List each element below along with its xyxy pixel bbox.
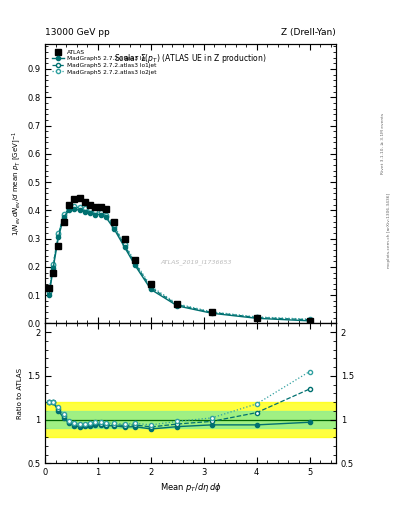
MadGraph5 2.7.2.atlas3 lo1jet [67, 205, 72, 211]
Text: Rivet 3.1.10, ≥ 3.1M events: Rivet 3.1.10, ≥ 3.1M events [381, 113, 385, 174]
MadGraph5 2.7.2.atlas3 lo [175, 303, 180, 309]
MadGraph5 2.7.2.atlas3 lo [61, 215, 66, 221]
MadGraph5 2.7.2.atlas3 lo [72, 206, 77, 212]
ATLAS [83, 199, 87, 205]
MadGraph5 2.7.2.atlas3 lo [88, 210, 92, 216]
MadGraph5 2.7.2.atlas3 lo [112, 226, 116, 232]
ATLAS [112, 219, 116, 225]
MadGraph5 2.7.2.atlas3 lo2jet [98, 209, 103, 215]
X-axis label: Mean $p_T/d\eta\,d\phi$: Mean $p_T/d\eta\,d\phi$ [160, 481, 222, 495]
MadGraph5 2.7.2.atlas3 lo2jet [77, 204, 82, 210]
MadGraph5 2.7.2.atlas3 lo [93, 211, 98, 218]
MadGraph5 2.7.2.atlas3 lo2jet [88, 206, 92, 212]
MadGraph5 2.7.2.atlas3 lo1jet [77, 205, 82, 211]
MadGraph5 2.7.2.atlas3 lo1jet [88, 208, 92, 214]
MadGraph5 2.7.2.atlas3 lo2jet [149, 283, 153, 289]
Text: Z (Drell-Yan): Z (Drell-Yan) [281, 28, 336, 37]
MadGraph5 2.7.2.atlas3 lo1jet [93, 209, 98, 216]
MadGraph5 2.7.2.atlas3 lo [83, 209, 87, 215]
ATLAS [98, 204, 103, 210]
MadGraph5 2.7.2.atlas3 lo [98, 211, 103, 218]
Text: ATLAS_2019_I1736653: ATLAS_2019_I1736653 [161, 259, 232, 265]
Legend: ATLAS, MadGraph5 2.7.2.atlas3 lo, MadGraph5 2.7.2.atlas3 lo1jet, MadGraph5 2.7.2: ATLAS, MadGraph5 2.7.2.atlas3 lo, MadGra… [49, 48, 159, 77]
ATLAS [77, 195, 82, 201]
ATLAS [122, 236, 127, 242]
ATLAS [72, 196, 77, 202]
ATLAS [133, 257, 138, 263]
MadGraph5 2.7.2.atlas3 lo1jet [83, 206, 87, 212]
MadGraph5 2.7.2.atlas3 lo2jet [307, 316, 312, 322]
MadGraph5 2.7.2.atlas3 lo2jet [51, 261, 55, 267]
MadGraph5 2.7.2.atlas3 lo2jet [122, 241, 127, 247]
MadGraph5 2.7.2.atlas3 lo2jet [83, 205, 87, 211]
Text: 13000 GeV pp: 13000 GeV pp [45, 28, 110, 37]
MadGraph5 2.7.2.atlas3 lo2jet [56, 230, 61, 236]
ATLAS [67, 202, 72, 208]
MadGraph5 2.7.2.atlas3 lo1jet [175, 302, 180, 308]
ATLAS [93, 204, 98, 210]
MadGraph5 2.7.2.atlas3 lo2jet [175, 301, 180, 307]
ATLAS [104, 206, 108, 212]
ATLAS [307, 317, 312, 324]
Y-axis label: Ratio to ATLAS: Ratio to ATLAS [17, 368, 23, 419]
MadGraph5 2.7.2.atlas3 lo1jet [61, 212, 66, 219]
ATLAS [175, 301, 180, 307]
MadGraph5 2.7.2.atlas3 lo1jet [254, 314, 259, 321]
MadGraph5 2.7.2.atlas3 lo [47, 292, 51, 298]
MadGraph5 2.7.2.atlas3 lo1jet [307, 316, 312, 323]
MadGraph5 2.7.2.atlas3 lo [149, 286, 153, 292]
MadGraph5 2.7.2.atlas3 lo1jet [56, 231, 61, 238]
MadGraph5 2.7.2.atlas3 lo1jet [72, 204, 77, 210]
Line: MadGraph5 2.7.2.atlas3 lo1jet: MadGraph5 2.7.2.atlas3 lo1jet [47, 205, 312, 322]
MadGraph5 2.7.2.atlas3 lo [122, 244, 127, 250]
MadGraph5 2.7.2.atlas3 lo [307, 318, 312, 324]
MadGraph5 2.7.2.atlas3 lo [67, 207, 72, 214]
MadGraph5 2.7.2.atlas3 lo2jet [254, 314, 259, 320]
Text: Scalar $\Sigma(p_T)$ (ATLAS UE in Z production): Scalar $\Sigma(p_T)$ (ATLAS UE in Z prod… [114, 52, 267, 65]
MadGraph5 2.7.2.atlas3 lo [56, 234, 61, 240]
MadGraph5 2.7.2.atlas3 lo1jet [209, 309, 214, 315]
ATLAS [51, 269, 55, 275]
MadGraph5 2.7.2.atlas3 lo1jet [112, 224, 116, 230]
MadGraph5 2.7.2.atlas3 lo1jet [133, 261, 138, 267]
ATLAS [56, 243, 61, 249]
MadGraph5 2.7.2.atlas3 lo1jet [104, 213, 108, 219]
MadGraph5 2.7.2.atlas3 lo2jet [104, 211, 108, 218]
MadGraph5 2.7.2.atlas3 lo2jet [61, 211, 66, 217]
Line: MadGraph5 2.7.2.atlas3 lo: MadGraph5 2.7.2.atlas3 lo [47, 207, 312, 323]
ATLAS [61, 219, 66, 225]
ATLAS [88, 202, 92, 208]
MadGraph5 2.7.2.atlas3 lo2jet [133, 259, 138, 265]
ATLAS [254, 315, 259, 321]
MadGraph5 2.7.2.atlas3 lo2jet [93, 208, 98, 214]
MadGraph5 2.7.2.atlas3 lo1jet [51, 262, 55, 268]
MadGraph5 2.7.2.atlas3 lo2jet [67, 204, 72, 210]
ATLAS [209, 309, 214, 315]
MadGraph5 2.7.2.atlas3 lo2jet [72, 202, 77, 208]
MadGraph5 2.7.2.atlas3 lo [51, 265, 55, 271]
ATLAS [47, 285, 51, 291]
MadGraph5 2.7.2.atlas3 lo [254, 315, 259, 322]
Line: MadGraph5 2.7.2.atlas3 lo2jet: MadGraph5 2.7.2.atlas3 lo2jet [47, 203, 312, 321]
MadGraph5 2.7.2.atlas3 lo2jet [112, 222, 116, 228]
MadGraph5 2.7.2.atlas3 lo [104, 215, 108, 221]
MadGraph5 2.7.2.atlas3 lo1jet [98, 210, 103, 216]
MadGraph5 2.7.2.atlas3 lo2jet [47, 288, 51, 294]
MadGraph5 2.7.2.atlas3 lo [209, 310, 214, 316]
MadGraph5 2.7.2.atlas3 lo2jet [209, 309, 214, 315]
Line: ATLAS: ATLAS [46, 195, 313, 324]
MadGraph5 2.7.2.atlas3 lo1jet [122, 242, 127, 248]
MadGraph5 2.7.2.atlas3 lo1jet [149, 285, 153, 291]
Text: mcplots.cern.ch [arXiv:1306.3436]: mcplots.cern.ch [arXiv:1306.3436] [387, 193, 391, 268]
ATLAS [149, 281, 153, 287]
MadGraph5 2.7.2.atlas3 lo1jet [47, 289, 51, 295]
MadGraph5 2.7.2.atlas3 lo [77, 207, 82, 214]
Y-axis label: $1/N_{ev}\,dN_{ev}/d$ mean $p_T$ [GeV]$^{-1}$: $1/N_{ev}\,dN_{ev}/d$ mean $p_T$ [GeV]$^… [10, 131, 23, 236]
MadGraph5 2.7.2.atlas3 lo [133, 262, 138, 268]
